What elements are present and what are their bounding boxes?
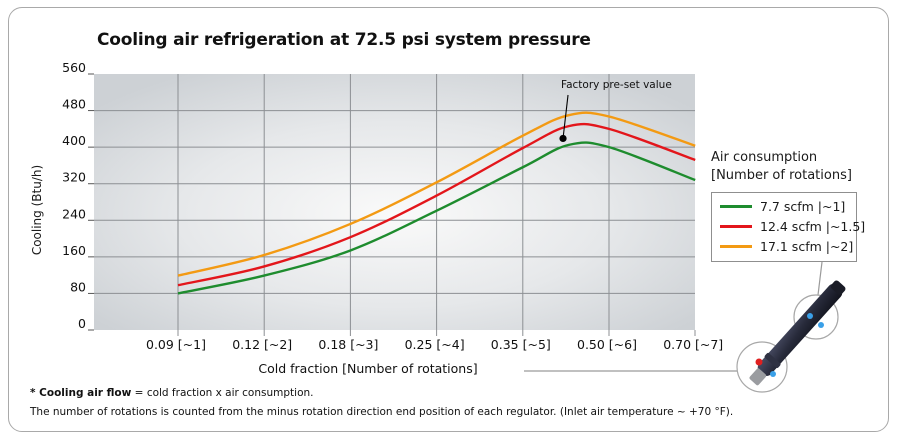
y-tick-label: 0 bbox=[78, 316, 86, 331]
y-tick-label: 320 bbox=[62, 170, 86, 185]
x-ticks: 0.09 [~1] 0.12 [~2] 0.18 [~3] 0.25 [~4] 0.35… bbox=[146, 337, 723, 352]
chart-title: Cooling air refrigeration at 72.5 psi sy… bbox=[97, 30, 591, 50]
series-lines bbox=[177, 111, 696, 295]
y-ticks: 0 80 160 240 320 400 480 560 bbox=[62, 60, 94, 331]
series-line bbox=[177, 111, 696, 277]
y-tick-label: 480 bbox=[62, 97, 86, 112]
legend-item: 12.4 scfm |~1.5] bbox=[720, 218, 865, 234]
magnifier-circle-upper bbox=[793, 294, 839, 340]
y-tick-label: 240 bbox=[62, 206, 86, 221]
y-tick-label: 560 bbox=[62, 60, 86, 75]
x-tick-label: 0.50 [~6] bbox=[577, 337, 637, 352]
legend-title-line2: [Number of rotations] bbox=[711, 168, 852, 183]
footnote-2: The number of rotations is counted from … bbox=[30, 406, 734, 418]
series-line bbox=[177, 141, 696, 295]
legend-title-line1: Air consumption bbox=[711, 150, 818, 165]
plot-area bbox=[94, 74, 695, 330]
series-line bbox=[177, 122, 696, 287]
legend-swatch-green bbox=[720, 204, 752, 208]
x-axis-label: Cold fraction [Number of rotations] bbox=[258, 361, 477, 376]
x-tick-label: 0.09 [~1] bbox=[146, 337, 206, 352]
grid-lines bbox=[94, 74, 696, 336]
x-tick-label: 0.35 [~5] bbox=[491, 337, 551, 352]
blue-arrow-icon-2 bbox=[807, 313, 813, 319]
x-tick-label: 0.25 [~4] bbox=[405, 337, 465, 352]
legend-item: 7.7 scfm |~1] bbox=[720, 198, 845, 214]
legend-swatch-orange bbox=[720, 244, 752, 248]
legend-label: 7.7 scfm |~1] bbox=[760, 198, 846, 214]
annotation-label: Factory pre-set value bbox=[561, 79, 672, 91]
red-arrow-icon bbox=[755, 358, 763, 366]
legend-swatch-red bbox=[720, 224, 752, 228]
annotation: Factory pre-set value bbox=[559, 79, 672, 143]
legend-label: 12.4 scfm |~1.5] bbox=[760, 218, 866, 234]
x-tick-label: 0.70 [~7] bbox=[663, 337, 723, 352]
legend-item: 17.1 scfm |~2] bbox=[720, 238, 853, 254]
legend-label: 17.1 scfm |~2] bbox=[760, 238, 854, 254]
y-tick-label: 160 bbox=[62, 243, 86, 258]
footnote-1: * Cooling air flow = cold fraction x air… bbox=[30, 387, 313, 399]
leader-line-legend bbox=[817, 261, 823, 296]
footnote-1-rest: = cold fraction x air consumption. bbox=[131, 387, 314, 399]
magnifier-circle-lower bbox=[736, 341, 788, 393]
legend: 7.7 scfm |~1] 12.4 scfm |~1.5] 17.1 scfm… bbox=[711, 192, 865, 262]
blue-arrow-icon-3 bbox=[818, 322, 824, 328]
legend-title: Air consumption [Number of rotations] bbox=[711, 149, 852, 185]
y-tick-label: 80 bbox=[70, 279, 86, 294]
y-tick-label: 400 bbox=[62, 133, 86, 148]
vortex-tube-product-image bbox=[736, 280, 846, 393]
blue-arrow-icon bbox=[770, 371, 776, 377]
footnote-1-bold: * Cooling air flow bbox=[30, 387, 132, 399]
annotation-pointer bbox=[562, 94, 569, 139]
x-tick-label: 0.12 [~2] bbox=[232, 337, 292, 352]
x-tick-label: 0.18 [~3] bbox=[318, 337, 378, 352]
